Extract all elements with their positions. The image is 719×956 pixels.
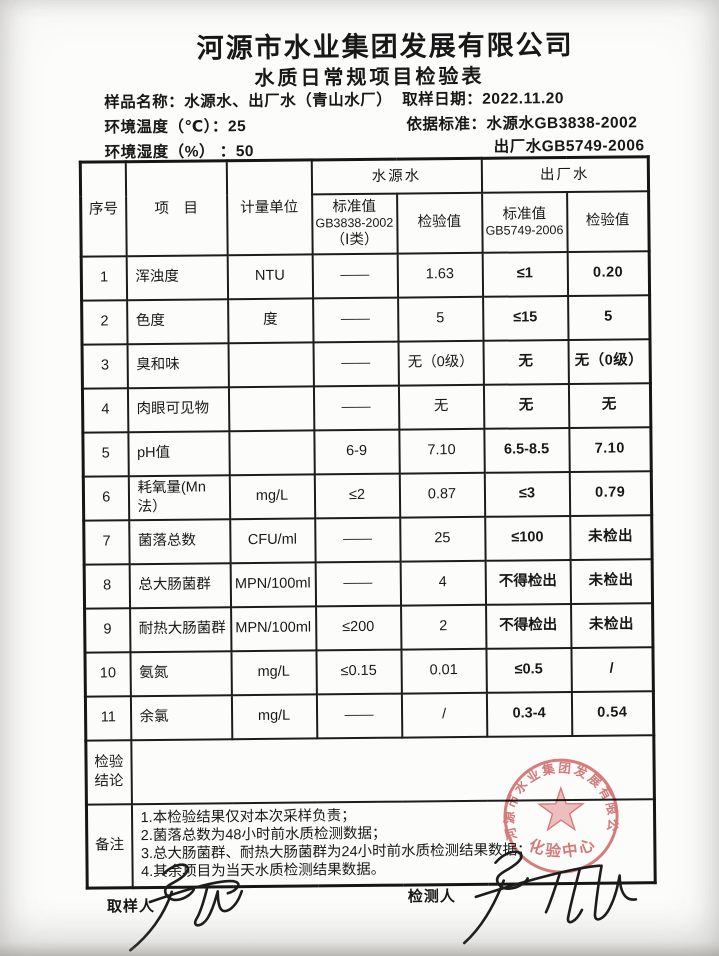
col-header-source-value: 检验值 [396, 192, 483, 254]
standard-factory-water: 出厂水GB5749-2006 [493, 137, 645, 156]
group-header-factory-water: 出厂水 [481, 156, 649, 193]
conclusion-label: 检验 结论 [85, 739, 132, 805]
col-header-factory-value: 检验值 [566, 190, 650, 252]
sampler-signature [129, 863, 244, 952]
table-row: 2 色度度 —— 5 ≤15 5 [81, 294, 650, 345]
col-header-source-standard: 标准值 GB3838-2002 （Ⅰ类） [311, 193, 398, 254]
group-header-source-water: 水源水 [311, 158, 482, 194]
env-temperature-line: 环境温度（℃）：25 [104, 114, 246, 137]
standard-reference-line: 依据标准：水源水GB3838-2002 [406, 110, 637, 134]
table-row: 6 耗氧量(Mn法） mg/L ≤2 0.87 ≤3 0.79 [83, 470, 652, 521]
col-header-factory-standard: 标准值 GB5749-2006 [481, 191, 568, 253]
table-row: 4 肉眼可见物 —— 无无无 [82, 382, 651, 433]
sampling-date-label: 取样日期： [402, 90, 483, 109]
table-row: 3 臭和味 —— 无（0级）无无（0级） [82, 338, 651, 389]
sampling-date-value: 2022.11.20 [482, 90, 565, 108]
col-header-no: 序号 [80, 161, 127, 257]
table-row: 9 耐热大肠菌群 MPN/100ml ≤200 2 不得检出 未检出 [84, 602, 653, 653]
table-row: 11 余氯 mg/L ——/0.3-4 0.54 [85, 690, 654, 741]
sample-name-label: 样品名称： [104, 93, 185, 112]
table-row: 7 菌落总数 CFU/ml —— 25 ≤100 未检出 [83, 514, 653, 565]
env-temperature-label: 环境温度（℃）： [104, 118, 229, 137]
table-row: 8 总大肠菌群 MPN/100ml —— 4 不得检出 未检出 [84, 558, 653, 609]
col-header-unit: 计量单位 [226, 159, 313, 255]
tester-signature [462, 850, 638, 945]
stamp-ring-text: 河源市水业集团发展有限公司 [485, 742, 621, 842]
stamp-star-icon [536, 785, 585, 832]
sample-name-value: 水源水、出厂水（青山水厂） [184, 91, 393, 111]
col-header-item: 项 目 [125, 160, 228, 256]
standard-source-water: 水源水GB3838-2002 [486, 114, 638, 133]
sample-info-line: 样品名称：水源水、出厂水（青山水厂） 取样日期：2022.11.20 [104, 86, 564, 112]
table-row: 5 pH值 6-9 7.10 6.5-8.5 7.10 [82, 426, 652, 477]
env-humidity-value: 50 [235, 142, 255, 161]
table-row: 1 浑浊度 NTU —— 1.63 ≤1 0.20 [81, 250, 650, 301]
env-temperature-value: 25 [227, 118, 247, 136]
red-seal-stamp: 河源市水业集团发展有限公司 化验中心 [485, 742, 621, 874]
table-row: 10 氨氮 mg/L ≤0.15 0.01 ≤0.5/ [84, 646, 654, 697]
standard-label: 依据标准： [406, 115, 487, 134]
